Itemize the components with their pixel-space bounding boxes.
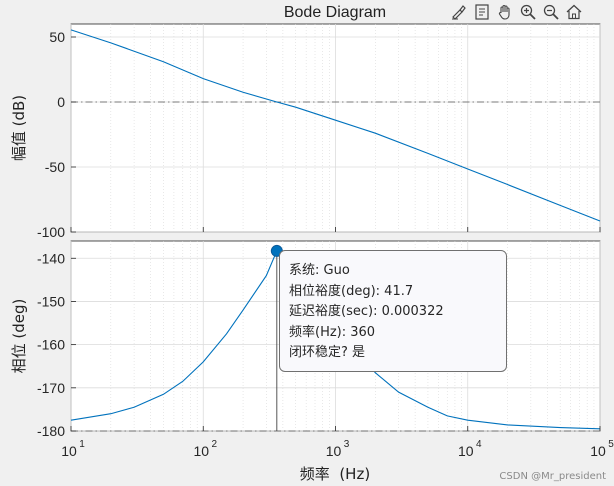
magnitude-axes[interactable]: 50 0 -50 -100 幅值 (dB) [10,23,601,240]
phase-tick-label: -170 [37,380,65,396]
magnitude-tick-label: -100 [37,224,65,240]
x-tick-exponent: 3 [344,439,350,450]
x-tick-label: 10 [590,443,606,459]
magnitude-tick-label: -50 [45,159,65,175]
watermark: CSDN @Mr_president [499,471,606,482]
phase-tick-label: -180 [37,423,65,439]
phase-y-label: 相位 (deg) [10,299,28,374]
magnitude-y-label: 幅值 (dB) [10,95,28,161]
datatip-delay-margin-line: 延迟裕度(sec): 0.000322 [289,304,444,319]
x-tick-exponent: 5 [608,439,614,450]
pan-icon[interactable] [494,1,516,23]
phase-tick-label: -160 [37,337,65,353]
phase-y-ticks: -140 -150 -160 -170 -180 [37,250,76,439]
x-tick-label: 10 [193,443,209,459]
magnitude-tick-label: 0 [57,94,65,110]
phase-tick-label: -150 [37,293,65,309]
chart-title: Bode Diagram [284,4,386,21]
phase-tick-label: -140 [37,250,65,266]
magnitude-tick-label: 50 [49,29,65,45]
frequency-x-ticks: 10 1 10 2 10 3 10 4 10 5 [61,227,614,459]
datatip-phase-margin-line: 相位裕度(deg): 41.7 [289,283,414,299]
datatip-icon[interactable] [471,1,493,23]
datatip-frequency-line: 频率(Hz): 360 [289,324,376,340]
x-tick-label: 10 [326,443,342,459]
datatip-system-line: 系统: Guo [289,263,350,278]
magnitude-y-ticks: 50 0 -50 -100 [37,29,76,240]
x-tick-exponent: 1 [79,439,85,450]
x-tick-exponent: 2 [211,439,217,450]
zoom-out-icon[interactable] [540,1,562,23]
axes-toolbar [448,0,585,24]
data-tip[interactable]: 系统: Guo 相位裕度(deg): 41.7 延迟裕度(sec): 0.000… [279,250,507,372]
x-tick-exponent: 4 [476,439,482,450]
magnitude-series-line[interactable] [70,29,601,222]
x-tick-label: 10 [61,443,77,459]
home-icon[interactable] [563,1,585,23]
brush-icon[interactable] [448,1,470,23]
zoom-in-icon[interactable] [517,1,539,23]
datatip-stability-line: 闭环稳定? 是 [289,345,366,360]
x-axis-label: 频率 (Hz) [300,465,370,483]
x-tick-label: 10 [458,443,474,459]
